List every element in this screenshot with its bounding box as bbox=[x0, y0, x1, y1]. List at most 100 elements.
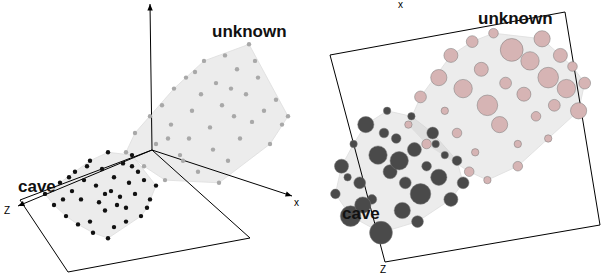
point bbox=[124, 219, 128, 223]
point bbox=[431, 70, 447, 86]
point bbox=[370, 221, 393, 244]
point bbox=[545, 135, 552, 142]
point bbox=[166, 136, 170, 140]
point bbox=[130, 153, 134, 157]
series-label: cave bbox=[18, 177, 56, 196]
series-cave bbox=[43, 150, 158, 240]
point bbox=[477, 95, 498, 116]
point bbox=[268, 142, 272, 146]
point bbox=[211, 147, 215, 151]
point bbox=[415, 91, 427, 103]
point bbox=[79, 197, 83, 201]
point bbox=[130, 164, 134, 168]
point bbox=[148, 114, 152, 118]
point bbox=[226, 159, 230, 163]
point bbox=[253, 59, 257, 63]
axis-arrow bbox=[285, 191, 292, 196]
points bbox=[43, 42, 290, 240]
point bbox=[232, 114, 236, 118]
point bbox=[58, 181, 62, 185]
point bbox=[262, 109, 266, 113]
axis-label: Z bbox=[380, 264, 386, 275]
point bbox=[579, 77, 591, 89]
point bbox=[489, 28, 499, 38]
point bbox=[457, 177, 469, 189]
point bbox=[196, 170, 200, 174]
point bbox=[190, 109, 194, 113]
point bbox=[350, 140, 357, 147]
series-label: cave bbox=[342, 204, 380, 223]
point bbox=[256, 75, 260, 79]
point bbox=[358, 117, 374, 133]
point bbox=[369, 146, 387, 164]
point bbox=[106, 236, 110, 240]
point bbox=[354, 177, 366, 189]
point bbox=[548, 99, 560, 111]
point bbox=[407, 143, 421, 157]
point bbox=[94, 183, 98, 187]
point bbox=[571, 103, 587, 119]
hulls bbox=[45, 44, 288, 238]
point bbox=[91, 231, 95, 235]
figure: xZcaveunknownxZcaveunknown bbox=[0, 0, 609, 277]
point bbox=[444, 48, 458, 62]
point bbox=[391, 134, 401, 144]
point bbox=[193, 70, 197, 74]
point bbox=[500, 39, 523, 62]
point bbox=[187, 136, 191, 140]
point bbox=[133, 131, 137, 135]
hulls bbox=[335, 33, 584, 233]
point bbox=[127, 181, 131, 185]
point bbox=[484, 176, 491, 183]
point bbox=[223, 53, 227, 57]
axis-line bbox=[152, 150, 292, 196]
point bbox=[118, 195, 122, 199]
point bbox=[466, 36, 478, 48]
frame bbox=[20, 150, 250, 272]
axis-label: Z bbox=[4, 205, 10, 216]
point bbox=[97, 200, 101, 204]
point bbox=[142, 178, 146, 182]
point bbox=[394, 202, 410, 218]
series-unknown bbox=[124, 42, 290, 185]
point bbox=[422, 139, 432, 149]
point bbox=[390, 152, 408, 170]
point bbox=[154, 142, 158, 146]
point bbox=[160, 103, 164, 107]
point bbox=[181, 159, 185, 163]
point bbox=[557, 79, 575, 97]
point bbox=[148, 197, 152, 201]
series-unknown bbox=[405, 28, 591, 183]
point bbox=[85, 164, 89, 168]
point bbox=[410, 184, 431, 205]
point bbox=[500, 77, 512, 89]
point bbox=[70, 189, 74, 193]
point bbox=[88, 159, 92, 163]
point bbox=[335, 159, 349, 173]
point bbox=[568, 62, 578, 72]
point bbox=[412, 216, 424, 228]
point bbox=[464, 167, 474, 177]
point bbox=[452, 128, 462, 138]
point bbox=[399, 177, 411, 189]
point bbox=[154, 183, 158, 187]
point bbox=[280, 122, 284, 126]
point bbox=[427, 127, 439, 139]
point bbox=[145, 206, 149, 210]
point bbox=[100, 167, 104, 171]
hull bbox=[126, 44, 288, 183]
series-label: unknown bbox=[478, 9, 553, 28]
point bbox=[220, 103, 224, 107]
hull bbox=[408, 33, 584, 180]
point bbox=[441, 107, 448, 114]
point bbox=[67, 175, 71, 179]
point bbox=[492, 117, 508, 133]
point bbox=[286, 114, 290, 118]
point bbox=[250, 120, 254, 124]
point bbox=[139, 214, 143, 218]
point bbox=[432, 140, 439, 147]
axis-line bbox=[150, 4, 152, 150]
point bbox=[103, 208, 107, 212]
panel-1: xZcaveunknown bbox=[330, 0, 600, 275]
point bbox=[534, 31, 550, 47]
